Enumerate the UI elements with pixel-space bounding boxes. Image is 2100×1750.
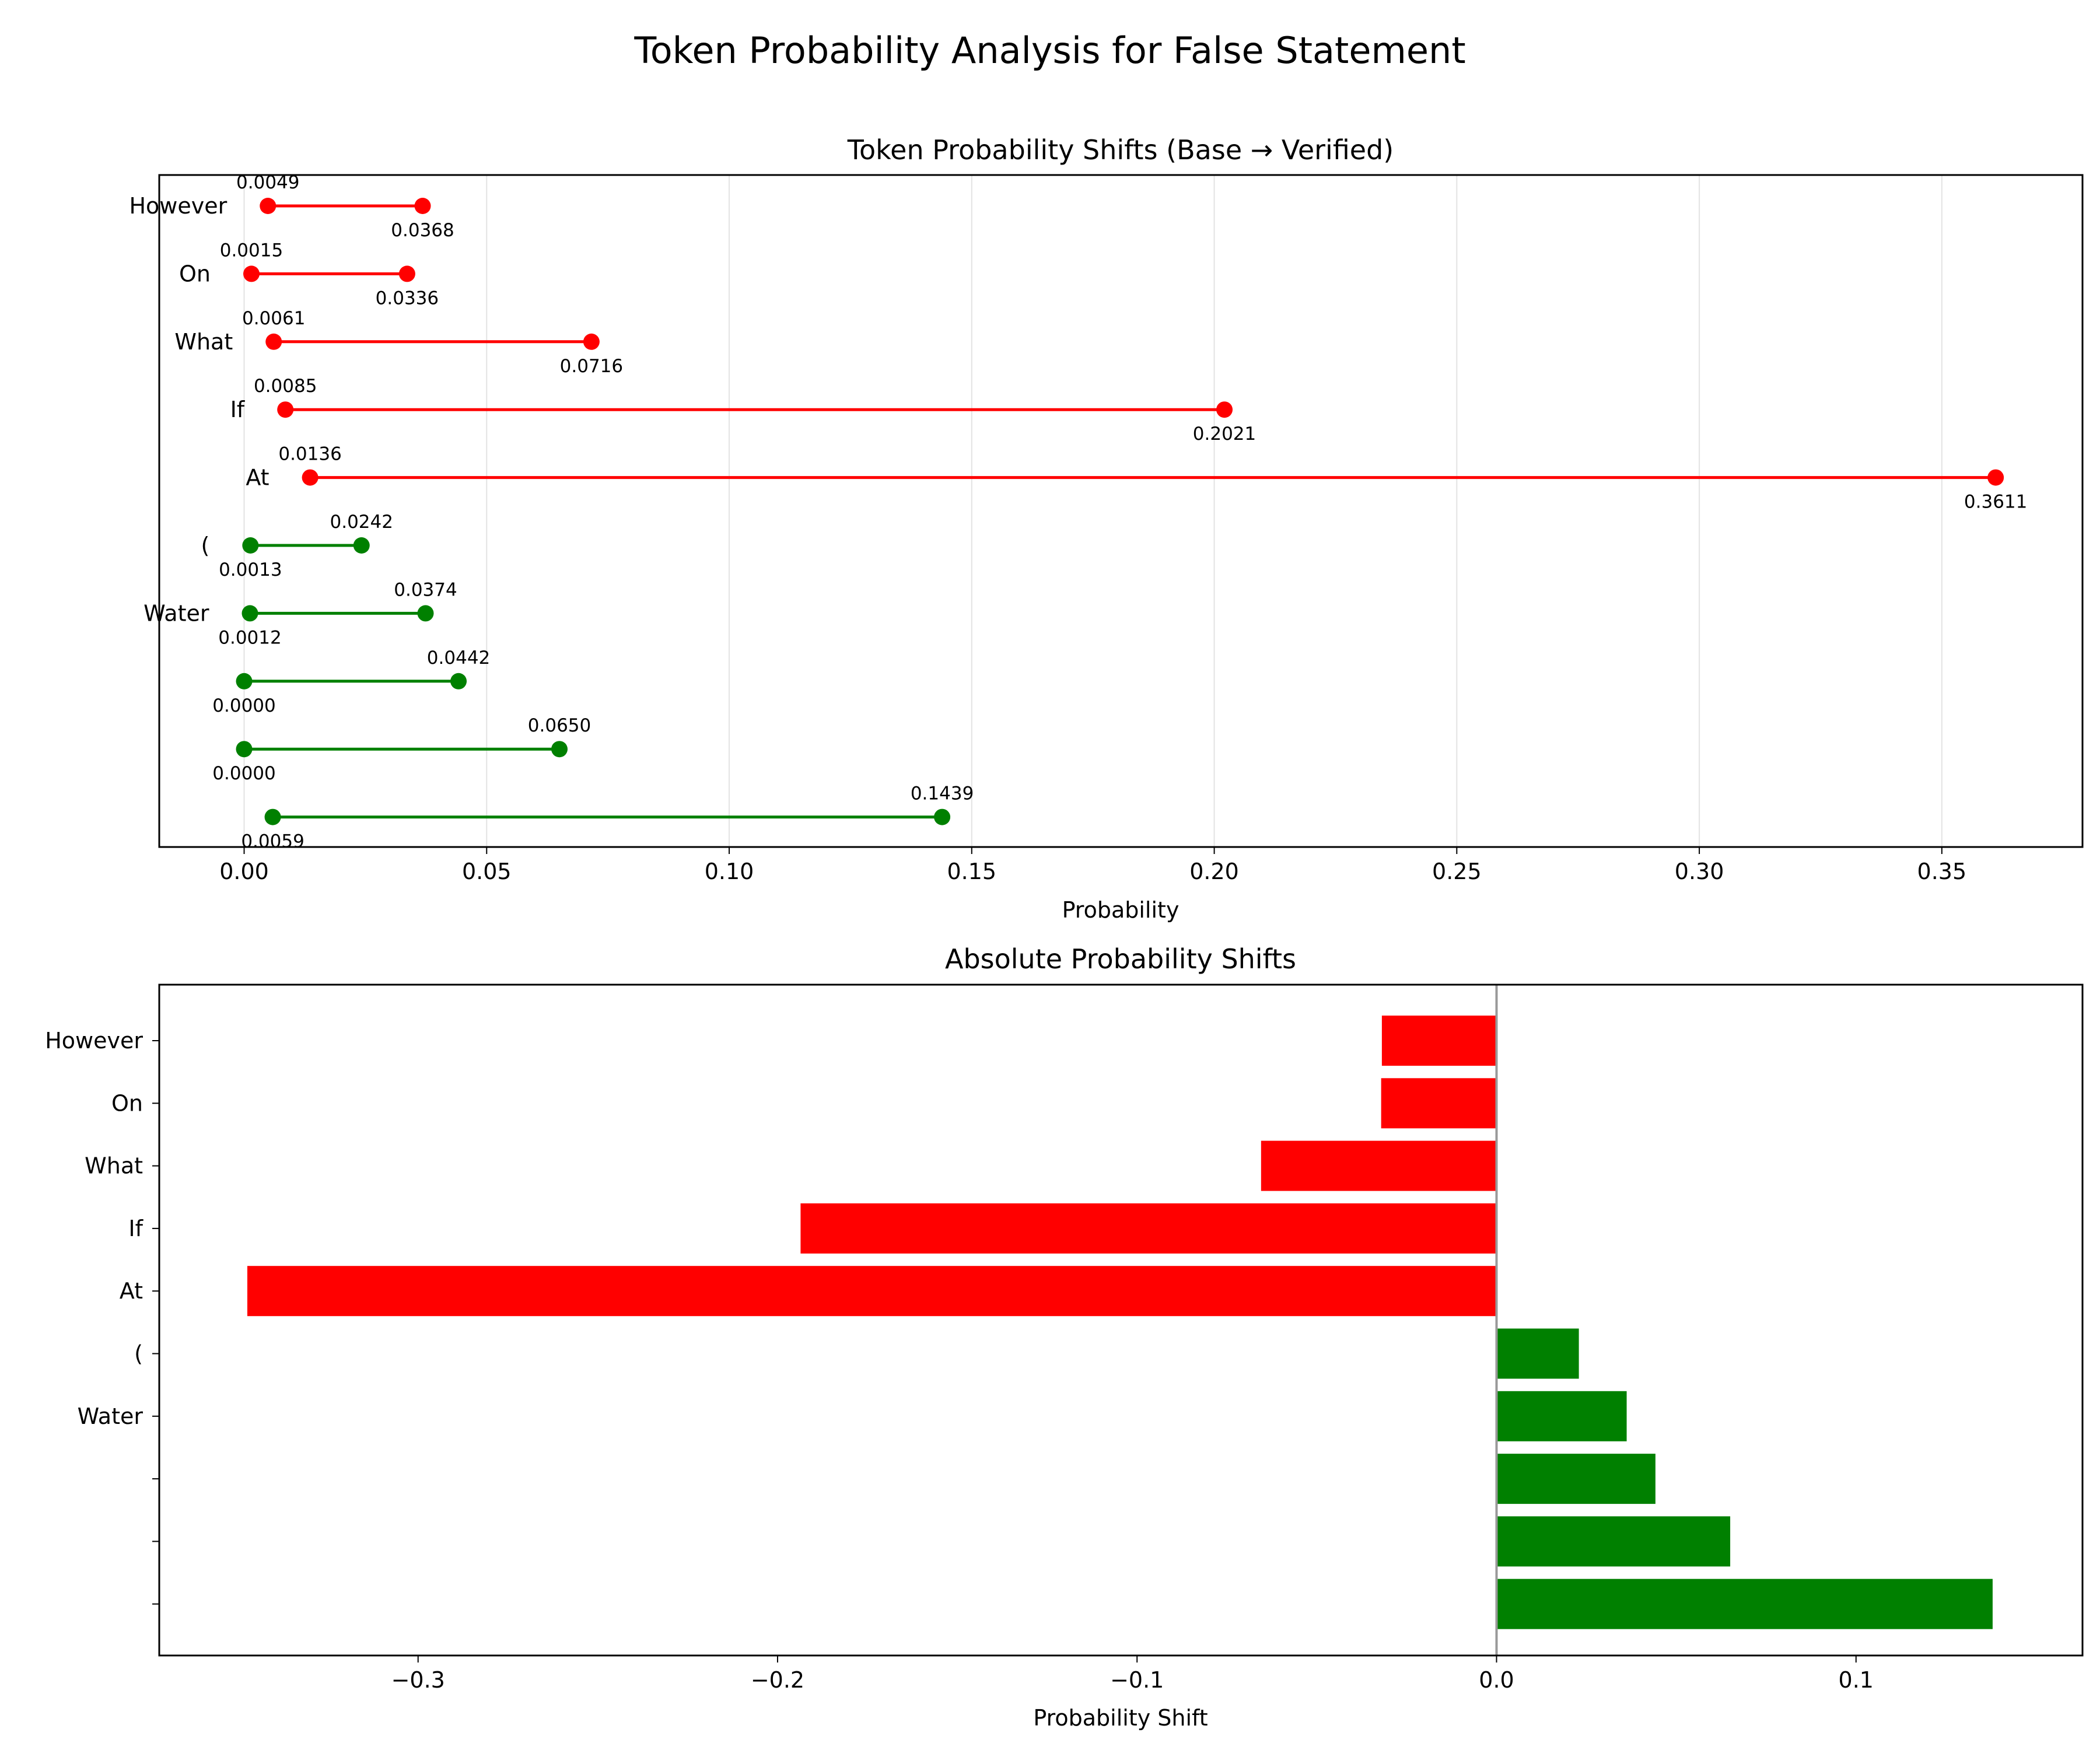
x-tick-label: −0.2 (751, 1667, 804, 1693)
base-point (398, 265, 415, 282)
base-point (583, 333, 600, 350)
x-tick-label: −0.3 (391, 1667, 445, 1693)
x-tick-label: 0.05 (462, 859, 512, 884)
token-label: However (129, 193, 227, 219)
x-tick-label: 0.30 (1675, 859, 1724, 884)
shift-bar (1496, 1391, 1627, 1441)
shift-bar-chart: Absolute Probability Shifts However On Wha… (45, 943, 2084, 1731)
base-value-label: 0.0716 (560, 356, 623, 377)
verified-value-label: 0.0650 (528, 715, 591, 736)
verified-point (260, 198, 276, 214)
base-point (1987, 469, 2004, 486)
x-tick-label: 0.1 (1839, 1667, 1874, 1693)
x-tick-label: 0.20 (1189, 859, 1239, 884)
y-tick-label: If (128, 1216, 144, 1241)
dumbbell-x-ticks: 0.00 0.05 0.10 0.15 0.20 0.25 0.30 0.35 (219, 847, 1966, 884)
x-tick-label: 0.35 (1917, 859, 1967, 884)
dumbbell-chart: Token Probability Shifts (Base → Verifie… (129, 134, 2084, 923)
token-label: At (246, 465, 269, 491)
shift-bar (800, 1203, 1497, 1254)
verified-point (277, 401, 294, 418)
shift-bar-chart-title: Absolute Probability Shifts (945, 943, 1296, 975)
verified-point (353, 537, 370, 554)
shift-bar (1496, 1578, 1993, 1629)
x-tick-label: 0.25 (1432, 859, 1482, 884)
dumbbell-chart-title: Token Probability Shifts (Base → Verifie… (847, 134, 1394, 166)
verified-point (243, 265, 260, 282)
base-point (236, 673, 253, 690)
base-point (414, 198, 431, 214)
verified-point (265, 333, 282, 350)
base-value-label: 0.0368 (391, 220, 454, 241)
x-tick-label: −0.1 (1110, 1667, 1164, 1693)
token-label: What (174, 329, 233, 355)
verified-point (417, 605, 434, 622)
x-tick-label: 0.0 (1479, 1667, 1514, 1693)
base-value-label: 0.0000 (212, 763, 275, 784)
base-point (242, 605, 258, 622)
base-value-label: 0.0059 (241, 831, 304, 852)
y-tick-label: On (111, 1090, 143, 1116)
token-label: If (230, 397, 246, 422)
base-point (242, 537, 259, 554)
y-tick-label: At (120, 1278, 143, 1304)
dumbbell-chart-frame (158, 174, 2084, 848)
shift-bar-x-axis-label: Probability Shift (1033, 1705, 1208, 1731)
verified-value-label: 0.0136 (278, 444, 341, 465)
x-tick-label: 0.10 (705, 859, 754, 884)
token-label: Water (144, 600, 209, 626)
y-tick-label: Water (78, 1404, 144, 1429)
verified-value-label: 0.0061 (242, 308, 305, 329)
base-value-label: 0.3611 (1964, 492, 2027, 513)
verified-value-label: 0.1439 (911, 783, 974, 804)
shift-bars (247, 1016, 1993, 1629)
y-tick-label: However (45, 1028, 143, 1054)
base-value-label: 0.0013 (219, 559, 282, 580)
base-point (1216, 401, 1233, 418)
verified-value-label: 0.0374 (394, 579, 457, 600)
y-tick-label: ( (134, 1341, 143, 1367)
verified-point (302, 469, 318, 486)
shift-bar (1496, 1454, 1656, 1504)
shift-bar-y-ticks: However On What If At ( Water (45, 1028, 159, 1605)
x-tick-label: 0.15 (947, 859, 997, 884)
shift-bar-chart-frame (158, 984, 2084, 1657)
dumbbell-marks: 0.00490.0368However0.00150.0336On0.00610… (129, 172, 2027, 852)
token-label: ( (201, 533, 209, 558)
shift-bar (1381, 1016, 1497, 1066)
verified-value-label: 0.0242 (330, 512, 393, 533)
shift-bar (1381, 1078, 1497, 1129)
dumbbell-gridlines (243, 175, 1943, 847)
shift-bar (1261, 1140, 1497, 1191)
shift-bar (247, 1266, 1497, 1317)
base-point (264, 808, 281, 825)
shift-bar-x-ticks: −0.3 −0.2 −0.1 0.0 0.1 (391, 1656, 1874, 1693)
token-label: On (179, 261, 211, 286)
shift-bar (1496, 1516, 1731, 1567)
verified-point (934, 808, 951, 825)
verified-value-label: 0.0085 (254, 376, 317, 397)
verified-value-label: 0.0015 (220, 240, 283, 261)
verified-value-label: 0.0442 (427, 648, 490, 668)
base-point (236, 741, 253, 758)
base-value-label: 0.0000 (212, 695, 275, 716)
base-value-label: 0.0012 (218, 627, 281, 648)
y-tick-label: What (85, 1153, 143, 1179)
shift-bar (1496, 1328, 1579, 1379)
figure-title: Token Probability Analysis for False Sta… (634, 29, 1465, 72)
verified-point (450, 673, 467, 690)
base-value-label: 0.2021 (1193, 424, 1256, 444)
x-tick-label: 0.00 (219, 859, 269, 884)
verified-point (551, 741, 568, 758)
base-value-label: 0.0336 (376, 288, 439, 309)
dumbbell-x-axis-label: Probability (1062, 897, 1180, 923)
